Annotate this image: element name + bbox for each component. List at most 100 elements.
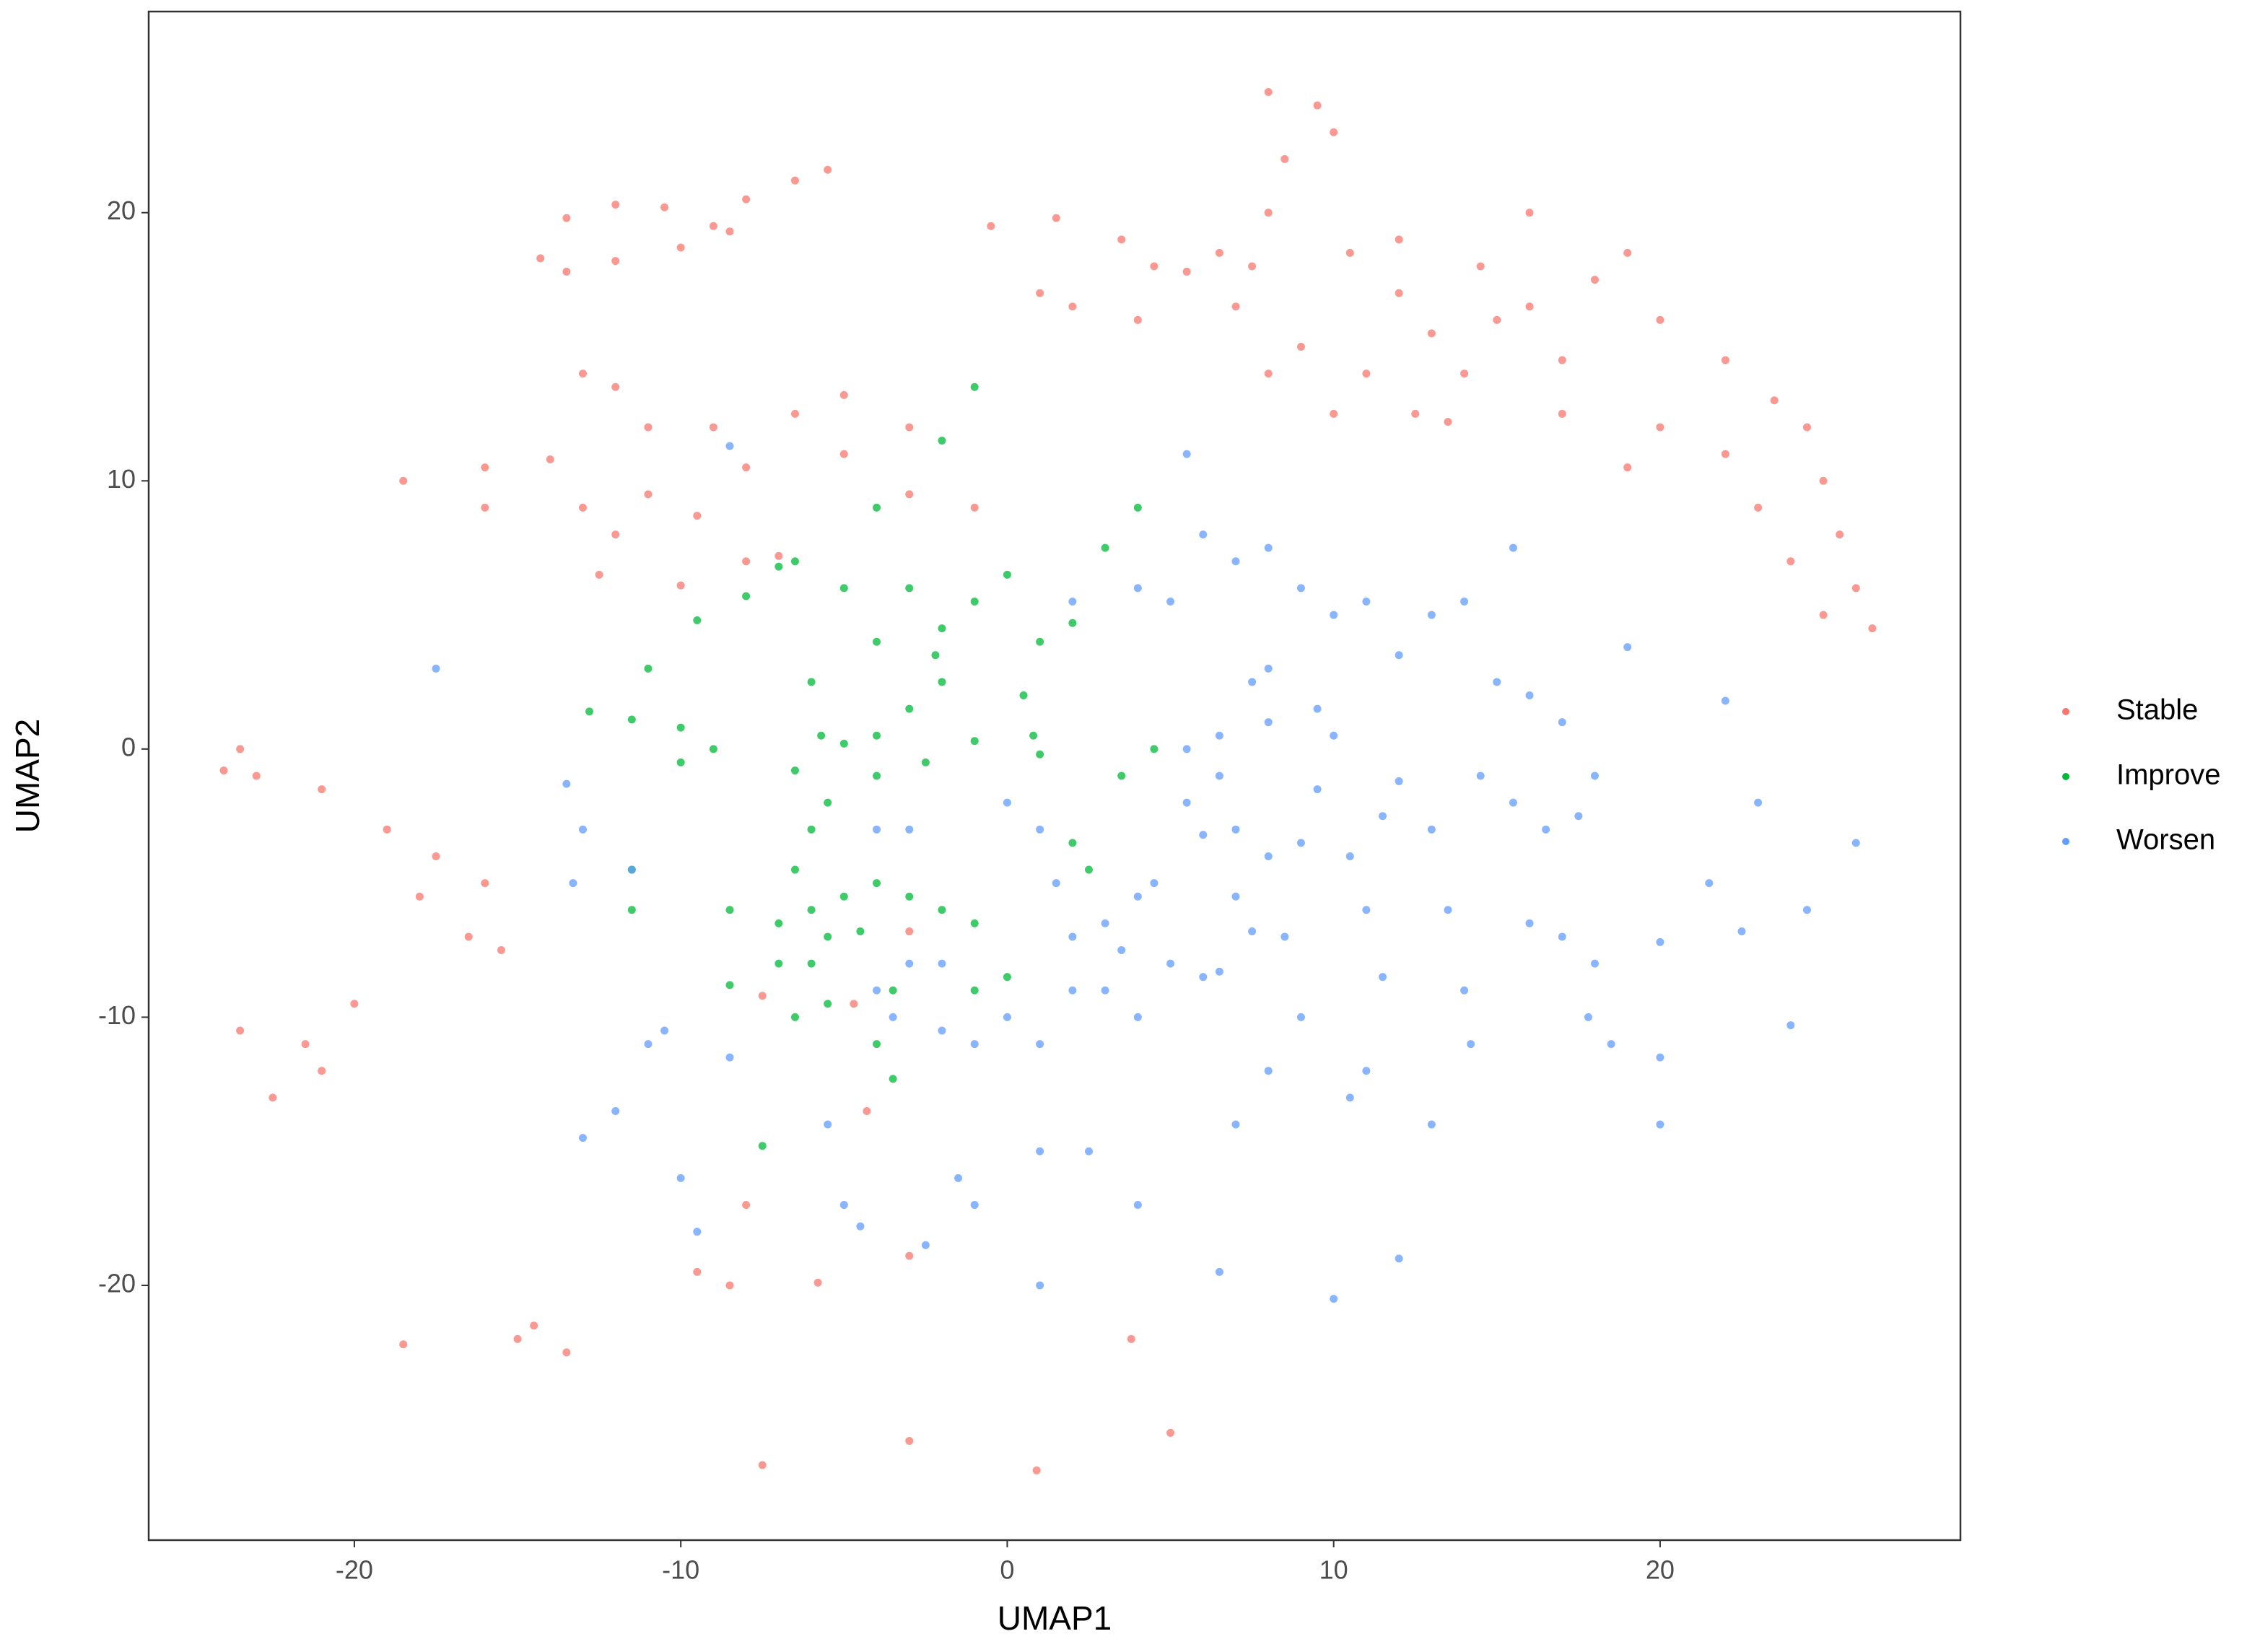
- point: [931, 651, 940, 660]
- point: [1427, 1120, 1436, 1129]
- point: [1607, 1040, 1615, 1049]
- point: [1623, 248, 1632, 257]
- point: [938, 1026, 946, 1035]
- point: [1330, 128, 1338, 136]
- point: [1525, 691, 1534, 700]
- point: [1737, 927, 1746, 936]
- point: [595, 570, 603, 579]
- point: [905, 959, 914, 968]
- point: [938, 906, 946, 914]
- point: [219, 766, 228, 775]
- point: [562, 1348, 571, 1357]
- point: [873, 1040, 881, 1049]
- point: [1705, 879, 1714, 888]
- point: [578, 370, 587, 378]
- point: [1330, 1295, 1338, 1303]
- point: [1362, 370, 1371, 378]
- point: [1427, 611, 1436, 619]
- point: [432, 664, 440, 673]
- point: [1231, 1120, 1240, 1129]
- point: [627, 715, 636, 724]
- point: [889, 986, 897, 995]
- point: [301, 1040, 310, 1049]
- point: [775, 959, 783, 968]
- point: [790, 1013, 799, 1021]
- point: [1721, 450, 1729, 458]
- point: [1150, 262, 1159, 271]
- point: [1330, 731, 1338, 740]
- point: [1248, 927, 1257, 936]
- x-tick-label: 20: [1646, 1555, 1675, 1585]
- point: [578, 503, 587, 512]
- point: [1215, 772, 1223, 780]
- point: [742, 463, 751, 472]
- point: [725, 1053, 734, 1062]
- point: [725, 906, 734, 914]
- point: [1427, 825, 1436, 834]
- point: [824, 798, 832, 807]
- point: [1133, 1201, 1142, 1210]
- point: [1133, 1013, 1142, 1021]
- point: [1052, 214, 1060, 222]
- y-tick-label: 0: [121, 732, 136, 761]
- point: [627, 906, 636, 914]
- point: [1584, 1013, 1592, 1021]
- point: [1509, 798, 1517, 807]
- point: [1068, 619, 1077, 627]
- legend-key: [2062, 708, 2069, 715]
- point: [236, 745, 245, 753]
- point: [863, 1106, 871, 1115]
- point: [1264, 543, 1273, 552]
- legend-label: Stable: [2116, 694, 2198, 726]
- point: [873, 825, 881, 834]
- point: [725, 1281, 734, 1290]
- point: [660, 1026, 669, 1035]
- point: [1003, 798, 1011, 807]
- point: [1467, 1040, 1475, 1049]
- point: [1444, 906, 1452, 914]
- point: [807, 959, 816, 968]
- point: [938, 437, 946, 445]
- point: [464, 932, 473, 941]
- x-tick-label: 0: [1000, 1555, 1014, 1585]
- y-tick-label: -20: [98, 1269, 136, 1298]
- point: [1264, 1067, 1273, 1075]
- point: [611, 201, 620, 209]
- point: [1493, 315, 1501, 324]
- x-axis-title: UMAP1: [998, 1599, 1112, 1637]
- point: [1052, 879, 1060, 888]
- point: [775, 562, 783, 571]
- point: [1754, 798, 1763, 807]
- point: [1264, 87, 1273, 96]
- point: [709, 423, 717, 432]
- point: [839, 584, 848, 593]
- point: [481, 463, 489, 472]
- point: [790, 176, 799, 185]
- point: [1427, 329, 1436, 338]
- point: [1656, 938, 1664, 946]
- point: [725, 227, 734, 236]
- point: [1590, 276, 1599, 284]
- point: [1231, 302, 1240, 311]
- point: [562, 214, 571, 222]
- point: [1036, 637, 1044, 646]
- point: [536, 254, 545, 263]
- point: [1264, 370, 1273, 378]
- point: [1231, 892, 1240, 901]
- point: [1182, 798, 1191, 807]
- point: [742, 592, 751, 600]
- point: [790, 865, 799, 874]
- point: [938, 959, 946, 968]
- point: [1460, 370, 1469, 378]
- point: [1036, 1281, 1044, 1290]
- point: [970, 1040, 979, 1049]
- point: [1003, 973, 1011, 982]
- point: [1379, 812, 1387, 821]
- point: [725, 981, 734, 989]
- point: [824, 165, 832, 174]
- point: [318, 785, 326, 794]
- point: [1296, 1013, 1305, 1021]
- point: [1248, 262, 1257, 271]
- point: [1395, 289, 1403, 297]
